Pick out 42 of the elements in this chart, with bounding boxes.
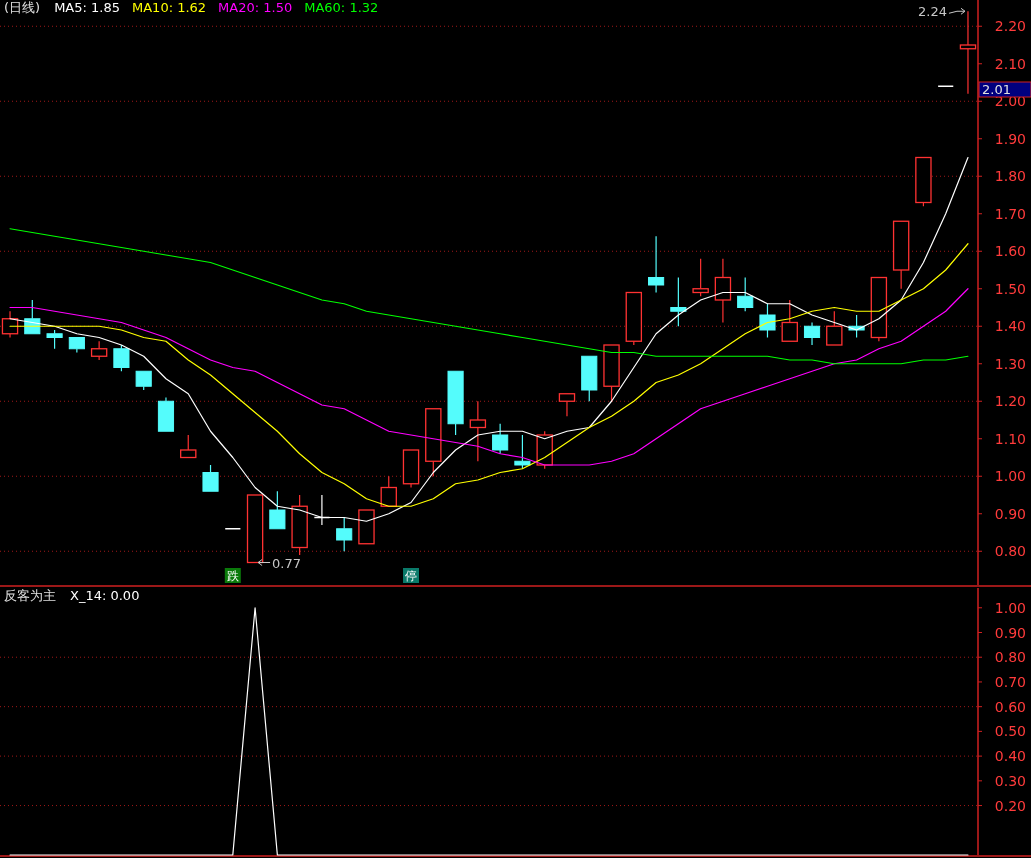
chart-title: (日线) <box>4 0 41 15</box>
text: MA20: 1.50 <box>218 0 293 15</box>
y-tick-label: 0.80 <box>994 649 1026 666</box>
line-series <box>9 288 969 466</box>
y-tick-label: 1.70 <box>994 205 1026 222</box>
y-tick-label: 1.00 <box>994 599 1026 616</box>
y-tick-label: 1.50 <box>994 280 1026 297</box>
y-tick-label: 1.80 <box>994 168 1026 185</box>
y-tick-label: 1.00 <box>994 468 1026 485</box>
text: MA10: 1.62 <box>132 0 207 15</box>
y-tick-label: 0.50 <box>994 723 1026 740</box>
line-series <box>9 228 969 365</box>
y-tick-label: 0.40 <box>994 748 1026 765</box>
y-tick-label: 0.20 <box>994 797 1026 814</box>
text: X_14: 0.00 <box>70 588 140 603</box>
y-tick-label: 1.40 <box>994 318 1026 335</box>
y-tick-label: 2.20 <box>994 18 1026 35</box>
y-tick-label: 0.80 <box>994 543 1026 560</box>
y-tick-label: 1.30 <box>994 355 1026 372</box>
annotation: 停 <box>405 569 418 583</box>
y-tick-label: 1.10 <box>994 430 1026 447</box>
y-tick-label: 1.20 <box>994 393 1026 410</box>
y-tick-label: 0.30 <box>994 772 1026 789</box>
y-tick-label: 0.70 <box>994 673 1026 690</box>
y-tick-label: 1.60 <box>994 243 1026 260</box>
annotation: 跌 <box>226 569 239 583</box>
annotation: 0.77 <box>272 555 302 571</box>
y-tick-label: 0.60 <box>994 698 1026 715</box>
y-tick-label: 1.90 <box>994 130 1026 147</box>
y-tick-label: 0.90 <box>994 624 1026 641</box>
chart-title: 反客为主 <box>4 588 56 603</box>
annotation: 2.24 <box>918 4 947 20</box>
text: 2.01 <box>982 82 1011 97</box>
candlestick <box>803 321 821 346</box>
y-tick-label: 2.10 <box>994 55 1026 72</box>
text: MA60: 1.32 <box>304 0 379 15</box>
candlestick <box>469 400 487 462</box>
text: MA5: 1.85 <box>54 0 120 15</box>
candlestick <box>648 235 665 294</box>
candlestick <box>714 258 732 324</box>
y-tick-label: 0.90 <box>994 505 1026 522</box>
candlestick <box>90 340 108 361</box>
